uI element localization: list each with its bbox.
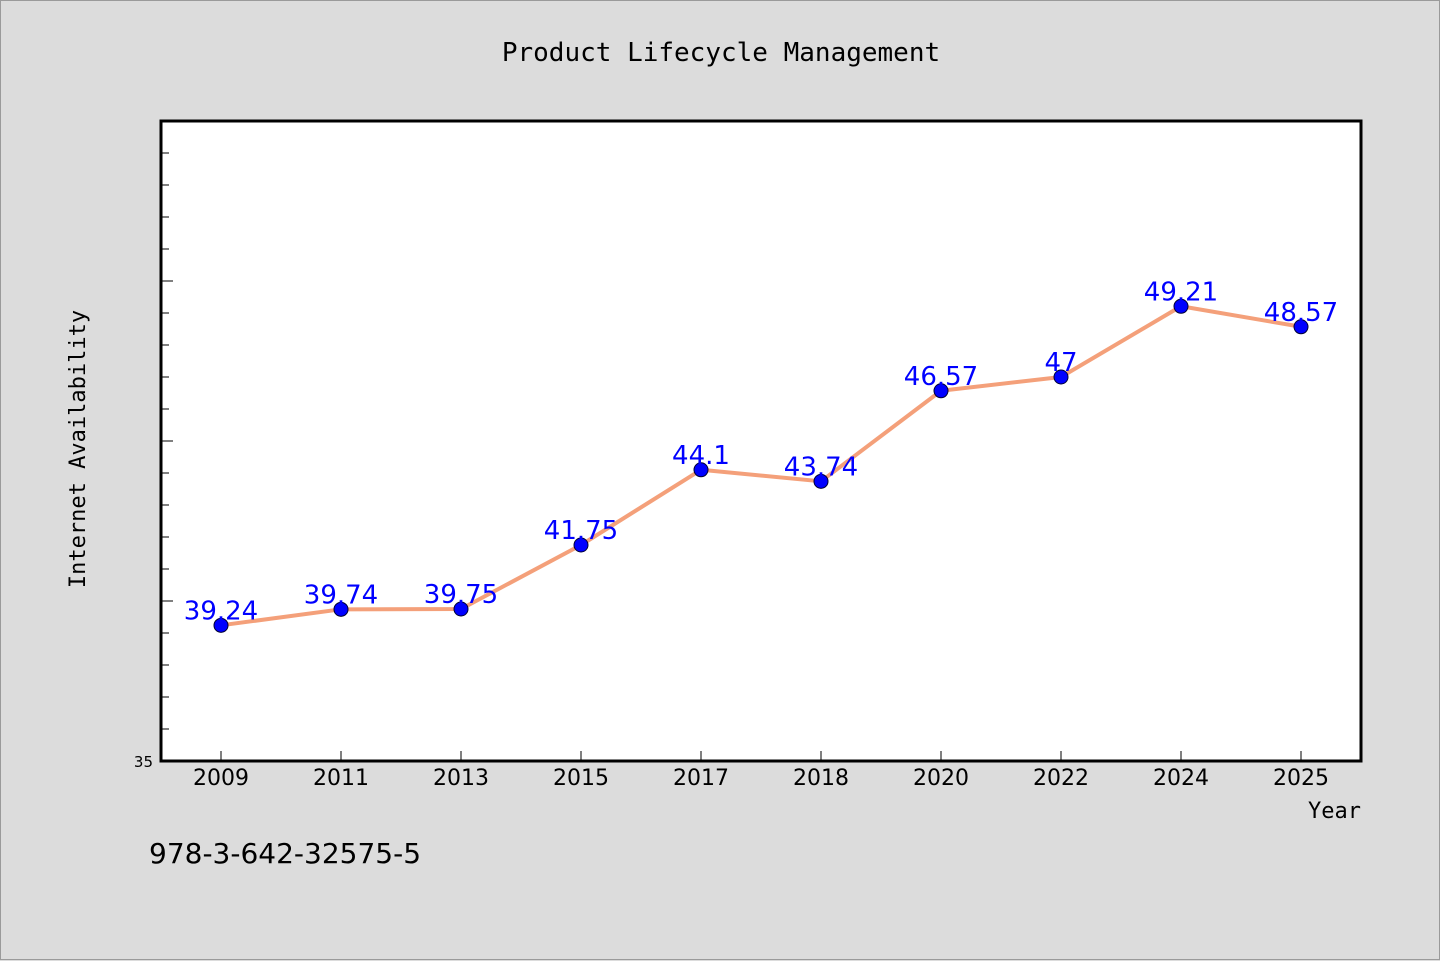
data-label: 49.21 xyxy=(1144,277,1218,307)
x-tick-label: 2017 xyxy=(673,766,729,791)
chart-title: Product Lifecycle Management xyxy=(502,38,940,68)
x-tick-label: 2024 xyxy=(1153,766,1209,791)
x-tick-label: 2015 xyxy=(553,766,609,791)
x-tick-label: 2013 xyxy=(433,766,489,791)
x-tick-label: 2011 xyxy=(313,766,369,791)
data-point xyxy=(1053,369,1069,385)
x-tick-label: 2018 xyxy=(793,766,849,791)
footnote-isbn: 978-3-642-32575-5 xyxy=(149,837,421,870)
y-axis-ticks: 35 xyxy=(134,120,173,771)
data-label: 39.75 xyxy=(424,580,498,610)
data-point xyxy=(333,601,349,617)
data-label: 44.1 xyxy=(672,441,730,471)
data-point xyxy=(573,537,589,553)
y-tick-label: 35 xyxy=(134,753,153,771)
data-label: 46.57 xyxy=(904,362,978,392)
x-tick-label: 2009 xyxy=(193,766,249,791)
data-point xyxy=(1293,319,1309,335)
data-label: 48.57 xyxy=(1264,298,1338,328)
data-point xyxy=(453,601,469,617)
data-point xyxy=(1173,298,1189,314)
data-label: 43.74 xyxy=(784,452,858,482)
data-labels: 39.24 39.74 39.75 41.75 44.1 43.74 46.57 47 49.2… xyxy=(184,277,1338,626)
data-markers xyxy=(213,298,1309,633)
y-axis-label: Internet Availability xyxy=(66,310,91,588)
series-line-group xyxy=(220,304,1302,628)
data-label: 47 xyxy=(1044,348,1077,378)
data-label: 41.75 xyxy=(544,516,618,546)
plot-area xyxy=(159,119,1363,763)
series-line xyxy=(220,304,1302,628)
x-axis-label: Year xyxy=(1308,799,1361,824)
data-point xyxy=(213,617,229,633)
x-axis-ticks: 2009 2011 2013 2015 2017 2018 2020 2022 2024 2025 xyxy=(193,751,1329,791)
x-tick-label: 2022 xyxy=(1033,766,1089,791)
x-tick-label: 2025 xyxy=(1273,766,1329,791)
data-point xyxy=(933,383,949,399)
x-tick-label: 2020 xyxy=(913,766,969,791)
data-label: 39.74 xyxy=(304,580,378,610)
data-point xyxy=(813,473,829,489)
data-label: 39.24 xyxy=(184,596,258,626)
data-point xyxy=(693,462,709,478)
